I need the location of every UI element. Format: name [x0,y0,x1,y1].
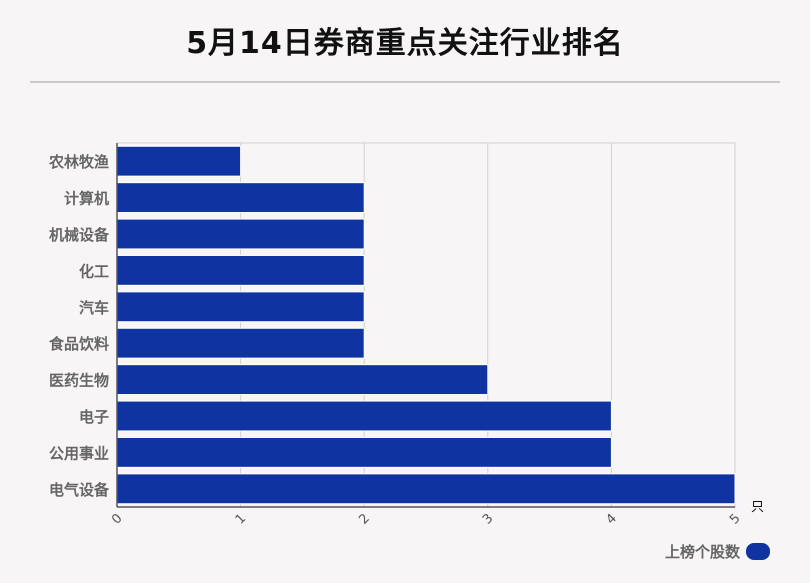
category-label-5: 汽车 [79,299,109,317]
legend-label: 上榜个股数 [664,543,740,561]
legend[interactable]: 上榜个股数 [665,541,770,562]
x-tick-label-4: 4 [604,511,620,527]
category-label-1: 农林牧渔 [48,153,109,171]
x-unit-label: 只 [751,500,764,515]
category-label-10: 电气设备 [49,481,110,499]
category-label-9: 公用事业 [49,444,109,462]
chart-title: 5月14日券商重点关注行业排名 [186,26,624,61]
bar-6 [116,327,365,359]
bar-7 [116,364,489,396]
bar-3 [116,218,365,250]
category-label-4: 化工 [79,262,109,280]
category-label-6: 食品饮料 [49,335,109,353]
bar-1 [116,145,242,177]
bar-2 [116,182,365,214]
x-tick-label-1: 1 [233,511,249,527]
x-tick-label-5: 5 [727,511,743,527]
title-divider [30,81,780,83]
category-label-8: 电子 [79,408,109,426]
x-tick-label-2: 2 [356,511,372,527]
bar-10 [116,473,736,505]
bar-5 [116,291,365,323]
category-label-3: 机械设备 [49,226,110,244]
x-tick-label-3: 3 [480,511,496,527]
bar-9 [116,436,612,468]
x-tick-label-0: 0 [109,511,125,527]
bar-4 [116,254,365,286]
legend-swatch [746,543,770,560]
category-label-2: 计算机 [64,190,109,208]
bar-8 [116,400,612,432]
category-label-7: 医药生物 [49,372,109,390]
